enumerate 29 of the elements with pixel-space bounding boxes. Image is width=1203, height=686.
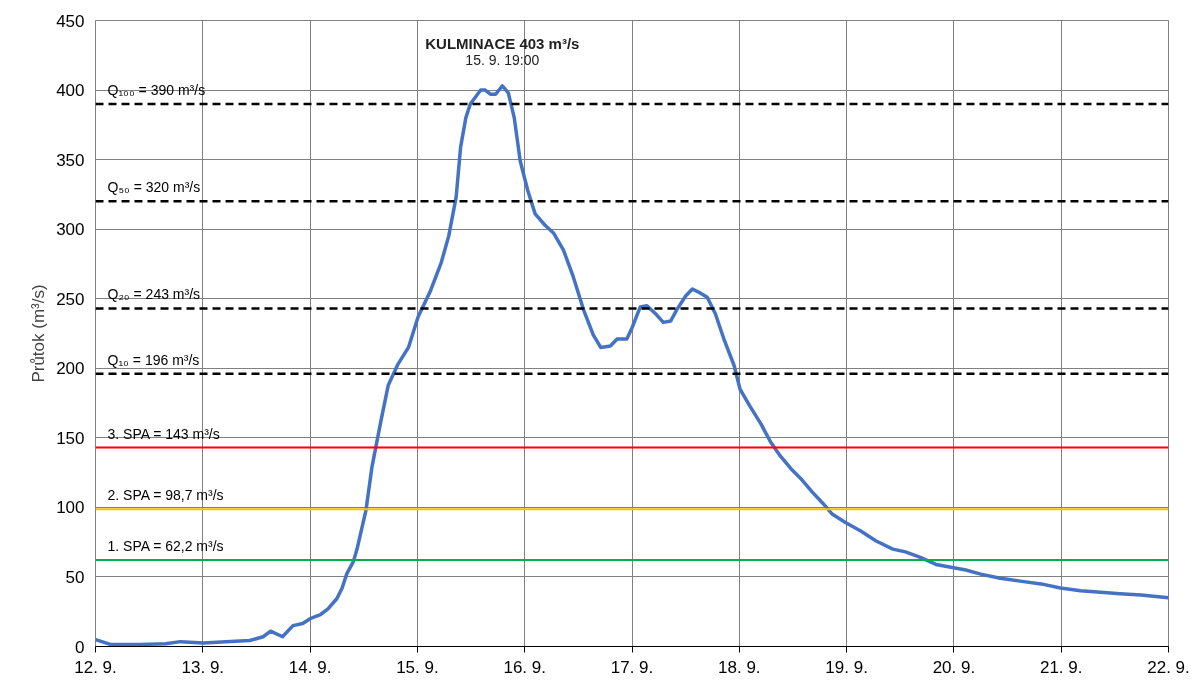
x-tick-label: 21. 9. [1039,657,1083,677]
y-tick-label: 350 [56,150,85,170]
ref-line-label: 3. SPA = 143 m³/s [107,425,220,442]
x-tick-label: 16. 9. [503,657,546,677]
y-tick-label: 0 [75,637,85,657]
y-tick-label: 200 [56,359,85,379]
x-tick-label: 19. 9. [825,657,868,677]
y-axis-title: Průtok (m³/s) [29,284,49,383]
y-tick-label: 400 [56,81,85,101]
x-tick-label: 18. 9. [718,657,761,677]
x-tick-label: 15. 9. [396,657,439,677]
ref-line-label: Q₁₀₀ = 390 m³/s [107,81,206,98]
ref-line-label: Q₁₀ = 196 m³/s [107,351,200,368]
x-tick-label: 17. 9. [610,657,654,677]
y-tick-label: 50 [65,567,85,587]
x-tick-label: 20. 9. [932,657,976,677]
y-tick-label: 250 [56,289,85,309]
ref-line-label: Q₂₀ = 243 m³/s [107,286,201,303]
y-tick-label: 450 [56,11,85,31]
x-tick-label: 22. 9. [1147,657,1190,677]
ref-line-label: 2. SPA = 98,7 m³/s [107,487,224,504]
x-tick-label: 13. 9. [181,657,225,677]
y-tick-label: 150 [56,428,85,448]
ref-line-label: Q₅₀ = 320 m³/s [107,179,201,196]
y-tick-label: 100 [56,498,85,518]
x-tick-label: 12. 9. [74,657,117,677]
x-tick-label: 14. 9. [288,657,332,677]
y-tick-label: 300 [56,220,85,240]
ref-line-label: 1. SPA = 62,2 m³/s [107,537,224,554]
